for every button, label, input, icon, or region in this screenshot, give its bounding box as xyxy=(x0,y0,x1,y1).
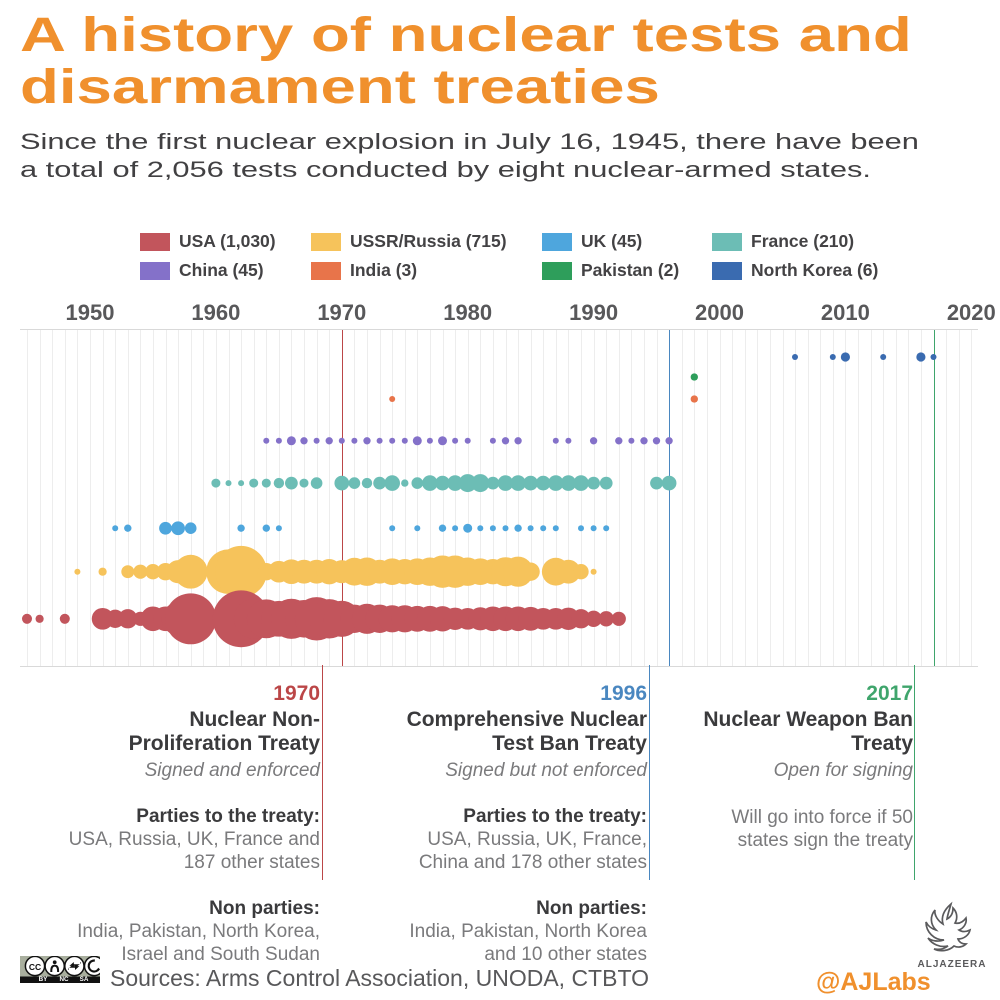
svg-text:NC: NC xyxy=(59,976,69,983)
svg-text:CC: CC xyxy=(29,962,41,972)
svg-text:ALJAZEERA: ALJAZEERA xyxy=(917,959,986,970)
svg-text:SA: SA xyxy=(80,976,89,983)
svg-text:BY: BY xyxy=(39,976,49,983)
